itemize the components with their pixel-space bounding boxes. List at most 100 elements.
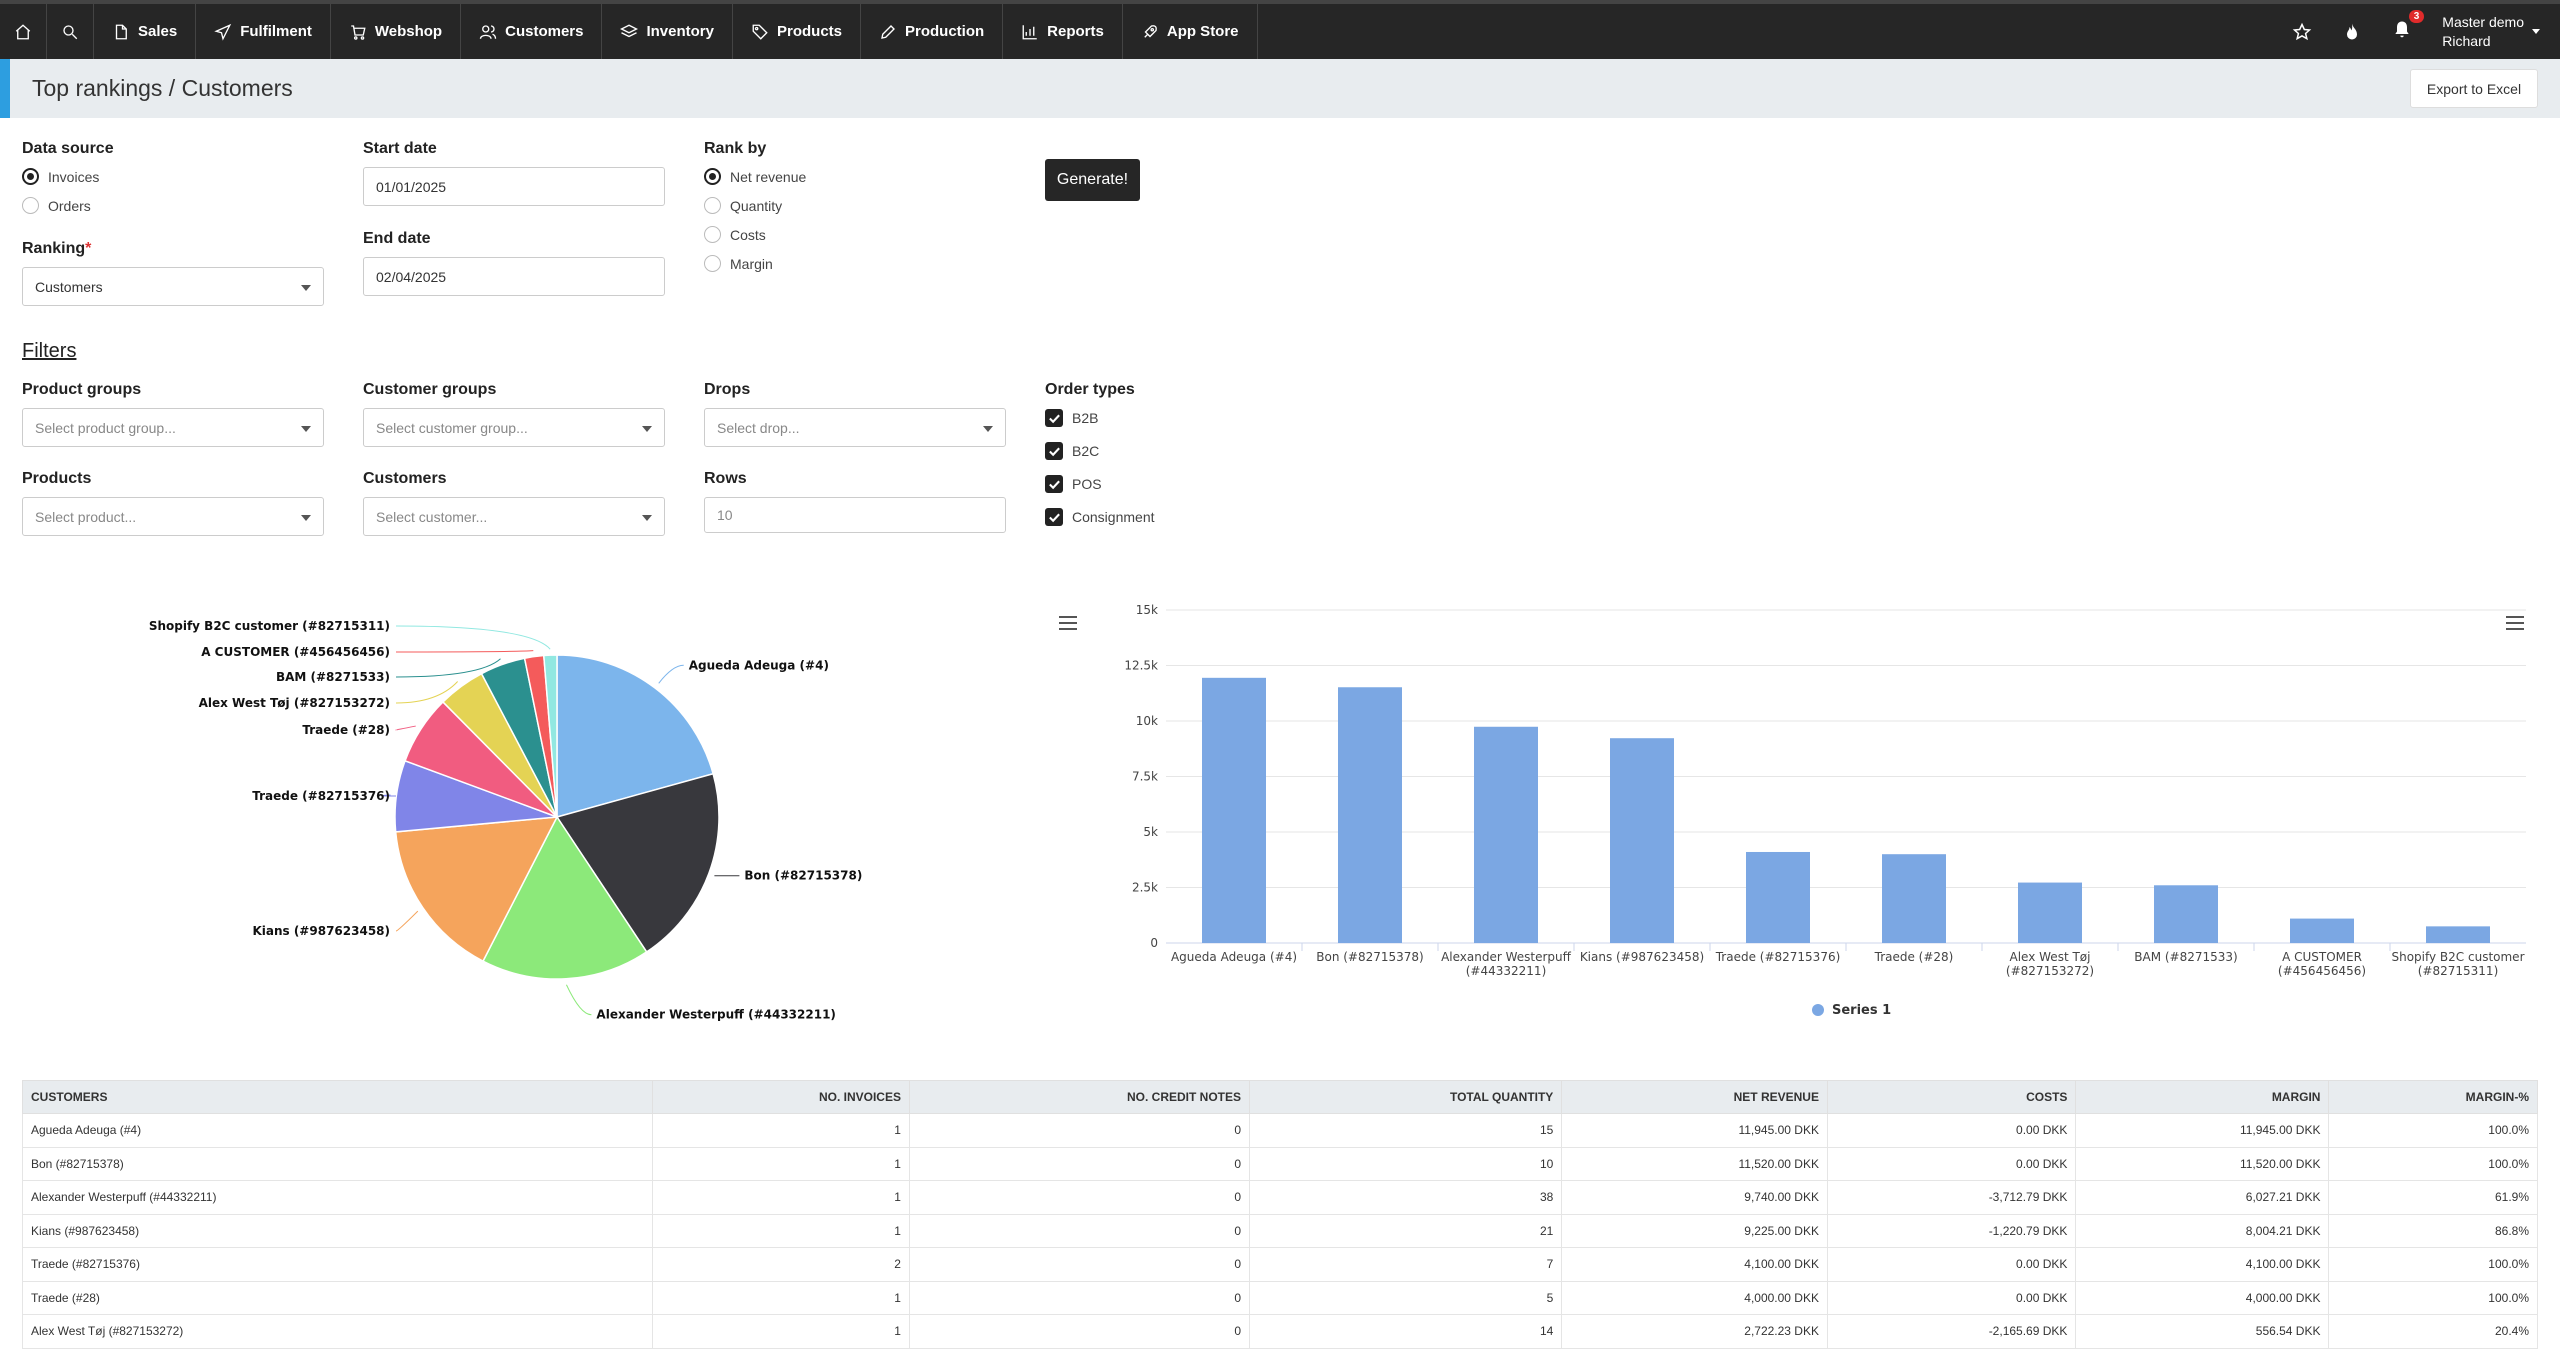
notifications-button[interactable]: 3: [2392, 10, 2425, 44]
checkbox-b2c[interactable]: B2C: [1045, 442, 1099, 460]
col-costs[interactable]: COSTS: [1826, 1080, 2077, 1114]
export-excel-button[interactable]: Export to Excel: [2410, 69, 2538, 108]
bar[interactable]: [1202, 677, 1266, 943]
drops-select[interactable]: Select drop...: [704, 408, 1006, 447]
checkbox-pos[interactable]: POS: [1045, 475, 1102, 493]
nav-production[interactable]: Production: [861, 4, 1004, 59]
start-date-input[interactable]: 01/01/2025: [363, 167, 665, 206]
bar[interactable]: [2154, 885, 2218, 943]
table-cell: -3,712.79 DKK: [1826, 1180, 2077, 1215]
hamburger-menu-icon[interactable]: [2506, 616, 2524, 630]
customer-groups-placeholder: Select customer group...: [376, 419, 528, 436]
radio-margin[interactable]: Margin: [704, 255, 773, 272]
customers-select[interactable]: Select customer...: [363, 497, 665, 536]
pie-connector: [395, 910, 419, 932]
flame-icon[interactable]: [2342, 22, 2362, 42]
radio-orders[interactable]: Orders: [22, 197, 91, 214]
nav-inventory-label: Inventory: [646, 23, 714, 40]
users-icon: [479, 24, 497, 39]
pie-connector: [658, 664, 684, 684]
pie-label: Bon (#82715378): [744, 869, 862, 883]
pie-connector: [395, 725, 416, 731]
pie-slice[interactable]: [555, 772, 720, 953]
customer-groups-select[interactable]: Select customer group...: [363, 408, 665, 447]
table-row[interactable]: Alex West Tøj (#827153272) 1 0 14 2,722.23 D…: [22, 1314, 2538, 1349]
nav-app-store[interactable]: App Store: [1123, 4, 1258, 59]
legend-label[interactable]: Series 1: [1832, 1003, 1891, 1018]
x-tick-label: A CUSTOMER: [2282, 950, 2362, 964]
top-nav: Sales Fulfilment Webshop Customers Inven…: [0, 0, 2560, 59]
bar[interactable]: [1746, 851, 1810, 943]
radio-costs[interactable]: Costs: [704, 226, 766, 243]
nav-sales[interactable]: Sales: [94, 4, 197, 59]
radio-net-revenue[interactable]: Net revenue: [704, 168, 806, 185]
nav-reports[interactable]: Reports: [1003, 4, 1123, 59]
nav-customers[interactable]: Customers: [461, 4, 603, 59]
table-row[interactable]: Traede (#28) 1 0 5 4,000.00 DKK 0.00 DKK 4,000…: [22, 1280, 2538, 1315]
checkbox-consignment[interactable]: Consignment: [1045, 508, 1155, 526]
bar[interactable]: [1610, 738, 1674, 943]
ranking-select[interactable]: Customers: [22, 267, 324, 306]
user-menu[interactable]: Master demo Richard: [2442, 13, 2540, 51]
rows-input[interactable]: 10: [704, 497, 1006, 533]
radio-quantity[interactable]: Quantity: [704, 197, 782, 214]
table-row[interactable]: Alexander Westerpuff (#44332211) 1 0 38 9,74…: [22, 1180, 2538, 1215]
col-margin[interactable]: MARGIN: [2075, 1080, 2330, 1114]
bar[interactable]: [2426, 926, 2490, 943]
y-tick-label: 0: [1150, 936, 1158, 950]
table-row[interactable]: Traede (#82715376) 2 0 7 4,100.00 DKK 0.00 DK…: [22, 1247, 2538, 1282]
order-types-label: Order types: [1045, 381, 1135, 398]
col-customers[interactable]: CUSTOMERS: [22, 1080, 653, 1114]
col-total-quantity[interactable]: TOTAL QUANTITY: [1248, 1080, 1563, 1114]
table-row[interactable]: Kians (#987623458) 1 0 21 9,225.00 DKK -1,220…: [22, 1213, 2538, 1248]
table-cell: 4,000.00 DKK: [2075, 1280, 2330, 1315]
search-button[interactable]: [47, 4, 94, 59]
generate-button[interactable]: Generate!: [1045, 159, 1140, 201]
nav-webshop[interactable]: Webshop: [331, 4, 462, 59]
table-cell: 1: [652, 1180, 910, 1215]
table-cell: 9,740.00 DKK: [1561, 1180, 1828, 1215]
legend-marker[interactable]: [1812, 1004, 1824, 1016]
home-button[interactable]: [0, 4, 47, 59]
pie-connector: [565, 984, 592, 1016]
col-net-revenue[interactable]: NET REVENUE: [1561, 1080, 1828, 1114]
nav-fulfilment[interactable]: Fulfilment: [196, 4, 331, 59]
nav-products[interactable]: Products: [733, 4, 861, 59]
data-source-label: Data source: [22, 140, 114, 157]
radio-circle: [22, 197, 39, 214]
end-date-input[interactable]: 02/04/2025: [363, 257, 665, 296]
col-margin-pct[interactable]: MARGIN-%: [2328, 1080, 2538, 1114]
pie-slice[interactable]: [556, 654, 715, 818]
x-tick-label: (#456456456): [2278, 964, 2366, 978]
nav-inventory[interactable]: Inventory: [602, 4, 733, 59]
star-icon[interactable]: [2292, 22, 2312, 42]
radio-circle-selected: [704, 168, 721, 185]
hamburger-menu-icon[interactable]: [1059, 616, 1077, 630]
checkbox-b2b-label: B2B: [1072, 410, 1099, 426]
pie-slice[interactable]: [542, 654, 558, 818]
search-icon: [63, 24, 78, 39]
pie-label: Agueda Adeuga (#4): [689, 658, 829, 672]
radio-invoices[interactable]: Invoices: [22, 168, 99, 185]
start-date-label: Start date: [363, 140, 437, 157]
pie-slice[interactable]: [394, 816, 559, 963]
col-no-credit-notes[interactable]: NO. CREDIT NOTES: [908, 1080, 1251, 1114]
x-tick-label: Agueda Adeuga (#4): [1171, 950, 1297, 964]
nav-production-label: Production: [905, 23, 985, 40]
bar[interactable]: [2018, 882, 2082, 943]
col-no-invoices[interactable]: NO. INVOICES: [652, 1080, 910, 1114]
bar[interactable]: [1474, 726, 1538, 943]
bar[interactable]: [2290, 918, 2354, 943]
pie-label: Alex West Tøj (#827153272): [199, 696, 390, 710]
table-cell: 20.4%: [2328, 1314, 2538, 1349]
x-tick-label: (#44332211): [1466, 964, 1547, 978]
products-select[interactable]: Select product...: [22, 497, 324, 536]
product-groups-select[interactable]: Select product group...: [22, 408, 324, 447]
bar[interactable]: [1882, 854, 1946, 943]
bar[interactable]: [1338, 687, 1402, 943]
table-row[interactable]: Bon (#82715378) 1 0 10 11,520.00 DKK 0.00 DKK…: [22, 1146, 2538, 1181]
checkbox-b2b[interactable]: B2B: [1045, 409, 1098, 427]
pie-slice[interactable]: [482, 815, 648, 980]
user-company: Master demo: [2442, 13, 2524, 30]
table-row[interactable]: Agueda Adeuga (#4) 1 0 15 11,945.00 DKK 0.00 …: [22, 1113, 2538, 1148]
